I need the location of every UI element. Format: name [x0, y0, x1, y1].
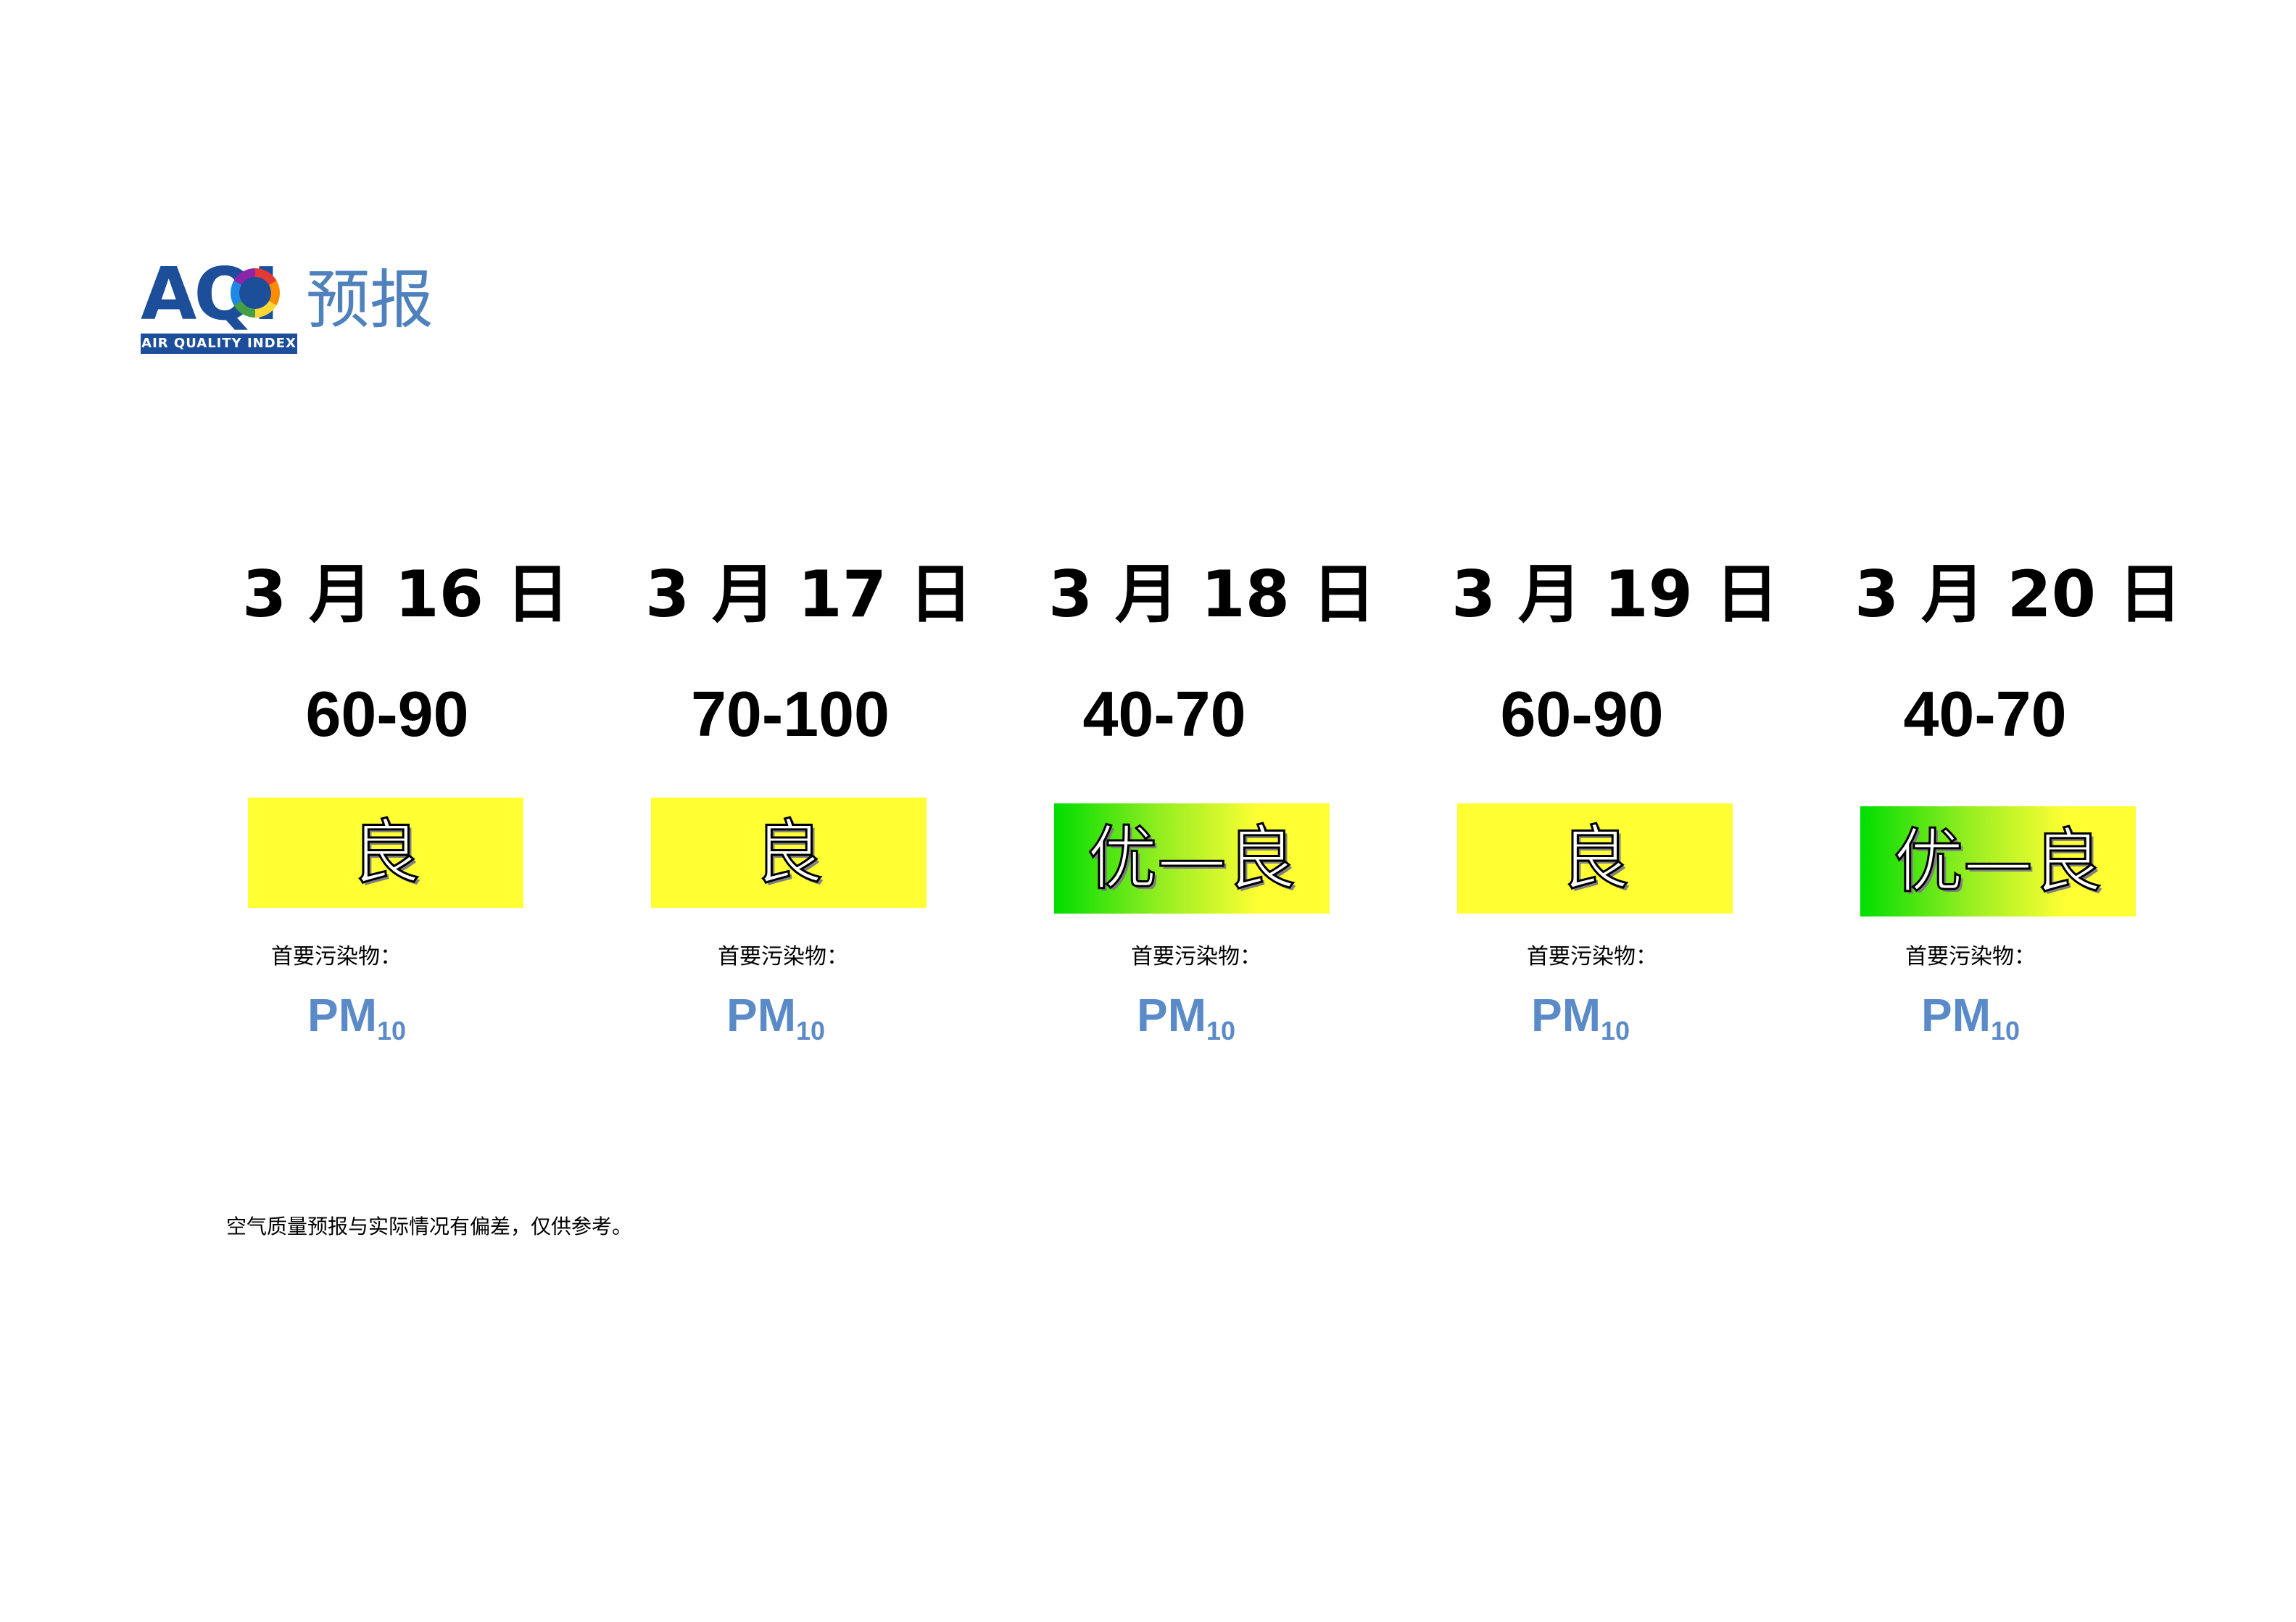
aqi-level-badge: 良 — [651, 798, 927, 908]
pollutant-label: 首要污染物： — [1527, 944, 1657, 969]
pollutant-name: PM — [726, 989, 796, 1041]
pollutant-name: PM — [1921, 989, 1991, 1041]
aqi-range: 70-100 — [690, 678, 890, 750]
pollutant-subscript: 10 — [1601, 1016, 1630, 1046]
aqi-logo: AQI AIR QUALITY INDEX 预报 — [141, 258, 460, 360]
pollutant-label: 首要污染物： — [271, 944, 402, 969]
pollutant-subscript: 10 — [377, 1016, 407, 1046]
pollutant-name: PM — [307, 989, 377, 1041]
aqi-level-badge: 优—良 — [1054, 803, 1330, 914]
page-title: 预报 — [306, 262, 434, 337]
pollutant-name: PM — [1137, 989, 1206, 1041]
aqi-range: 60-90 — [1500, 678, 1664, 750]
logo-band: AIR QUALITY INDEX — [141, 334, 297, 354]
forecast-date: 3 月 17 日 — [645, 557, 973, 632]
forecast-date: 3 月 20 日 — [1854, 557, 2182, 632]
forecast-date: 3 月 18 日 — [1048, 557, 1376, 632]
pollutant-label: 首要污染物： — [1131, 944, 1261, 969]
primary-pollutant: PM10 — [1137, 986, 1235, 1060]
aqi-range: 60-90 — [305, 678, 469, 750]
forecast-day: 3 月 19 日 60-90 良 首要污染物： PM10 — [1451, 551, 1779, 1060]
aqi-level-badge: 优—良 — [1860, 806, 2136, 916]
pollutant-subscript: 10 — [796, 1016, 826, 1046]
aqi-level-badge: 良 — [248, 798, 523, 908]
disclaimer: 空气质量预报与实际情况有偏差，仅供参考。 — [226, 1215, 633, 1238]
pollutant-name: PM — [1531, 989, 1601, 1041]
forecast-day: 3 月 20 日 40-70 优—良 首要污染物： PM10 — [1854, 551, 2182, 1060]
pollutant-subscript: 10 — [1206, 1016, 1236, 1046]
pollutant-label: 首要污染物： — [1905, 944, 2036, 969]
primary-pollutant: PM10 — [1921, 986, 2020, 1060]
forecast-day: 3 月 16 日 60-90 良 首要污染物： PM10 — [242, 551, 570, 1060]
primary-pollutant: PM10 — [1531, 986, 1630, 1060]
globe-icon — [231, 268, 280, 318]
pollutant-label: 首要污染物： — [718, 944, 848, 969]
forecast-day: 3 月 18 日 40-70 优—良 首要污染物： PM10 — [1048, 551, 1376, 1060]
primary-pollutant: PM10 — [726, 986, 825, 1060]
aqi-level-badge: 良 — [1457, 803, 1733, 914]
aqi-range: 40-70 — [1082, 678, 1246, 750]
forecast-date: 3 月 19 日 — [1451, 557, 1779, 632]
forecast-date: 3 月 16 日 — [242, 557, 570, 632]
pollutant-subscript: 10 — [1991, 1016, 2021, 1046]
aqi-range: 40-70 — [1903, 678, 2067, 750]
forecast-day: 3 月 17 日 70-100 良 首要污染物： PM10 — [645, 551, 973, 1060]
primary-pollutant: PM10 — [307, 986, 406, 1060]
